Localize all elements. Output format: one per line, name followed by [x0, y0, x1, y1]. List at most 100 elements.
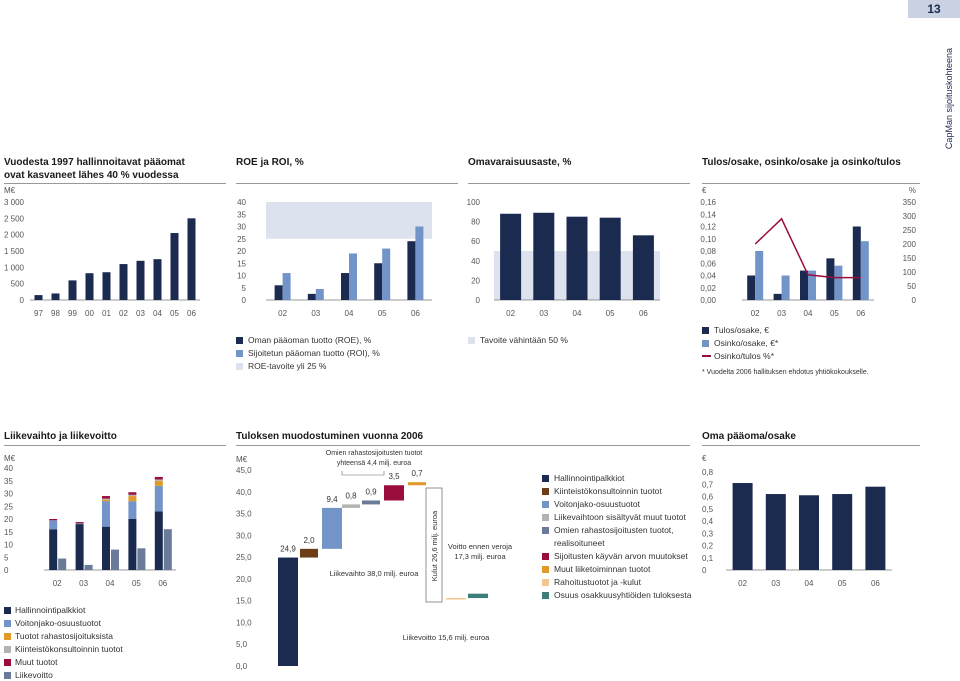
wf-step: [446, 598, 466, 600]
aum-ytick: 0: [20, 296, 25, 305]
roe-bar: [341, 273, 349, 300]
wf-step: [468, 593, 488, 599]
dps-bar: [781, 275, 790, 300]
rule-aum: [4, 183, 226, 184]
wf-ytick: 0,0: [236, 662, 248, 671]
rev-stack-segment: [128, 501, 137, 519]
legend-swatch-rev-5: [4, 672, 11, 679]
legend-swatch-rev-1: [4, 620, 11, 627]
roe-title: ROE ja ROI, %: [236, 157, 304, 168]
payout-line: [754, 217, 861, 279]
wf-ylabel: M€: [236, 455, 248, 464]
rev-xtick: 02: [53, 579, 62, 588]
rev-ytick: 30: [4, 490, 13, 499]
legend-roi: Sijoitetun pääoman tuotto (ROI), %: [248, 348, 380, 358]
eqps-bar: [865, 486, 886, 570]
wf-ytick: 10,0: [236, 618, 252, 627]
waterfall-chart: M€ 0,0 5,0 10,0 15,0 20,0 25,0 30,0 35,0 40,0 45,0…: [236, 450, 513, 671]
eps-xtick: 05: [830, 309, 839, 318]
legend-swatch-eps: [702, 327, 709, 334]
legend-swatch-wf-2: [542, 501, 549, 508]
wf-ytick: 5,0: [236, 640, 248, 649]
eqps-ylabel: €: [702, 454, 707, 463]
eps-right-ytick: 350: [903, 198, 917, 207]
wf-ytick: 35,0: [236, 510, 252, 519]
legend-wf-4b: realisoituneet: [554, 538, 605, 548]
rev-xtick: 03: [79, 579, 88, 588]
eqps-ytick: 0,5: [702, 505, 714, 514]
eps-ytick: 0,02: [700, 284, 716, 293]
aum-ytick: 2 000: [4, 231, 25, 240]
legend-swatch-rev-4: [4, 659, 11, 666]
wf-ann-voitto-2: 17,3 milj. euroa: [454, 552, 506, 561]
legend-swatch-payout: [702, 355, 711, 357]
roe-bar: [307, 293, 316, 300]
aum-bar: [68, 280, 77, 300]
aum-bar: [170, 233, 179, 300]
legend-wf-7: Rahoitustuotot ja -kulut: [554, 577, 641, 587]
aum-ytick: 3 000: [4, 198, 25, 207]
legend-swatch-wf-6: [542, 566, 549, 573]
eps-chart: € %0,000,020,040,060,080,100,120,140,1605…: [700, 186, 917, 318]
legend-eps: Tulos/osake, €: [714, 325, 769, 335]
rev-stack-segment: [128, 496, 137, 502]
wf-ann-omien-1: Omien rahastosijoitusten tuotot: [326, 450, 423, 457]
roe-ytick: 5: [242, 284, 247, 293]
dps-bar: [755, 251, 764, 300]
roe-target-band: [266, 202, 432, 239]
rev-stack-segment: [128, 492, 137, 495]
aum-ytick: 1 500: [4, 247, 25, 256]
eq-xtick: 04: [573, 309, 582, 318]
aum-bar: [119, 264, 128, 300]
rev-ytick: 20: [4, 515, 13, 524]
roe-xtick: 05: [378, 309, 387, 318]
aum-xtick: 06: [187, 309, 196, 318]
aum-xtick: 98: [51, 309, 60, 318]
wf-step: [300, 548, 318, 558]
eps-ytick: 0,10: [700, 235, 716, 244]
roe-xtick: 06: [411, 309, 420, 318]
eqps-xtick: 06: [871, 579, 880, 588]
eps-ytick: 0,14: [700, 210, 716, 219]
legend-wf-5: Sijoitusten käyvän arvon muutokset: [554, 551, 688, 561]
legend-eq-target: Tavoite vähintään 50 %: [480, 335, 568, 345]
rev-ylabel: M€: [4, 454, 16, 463]
roi-bar: [282, 273, 291, 300]
wf-step-label: 0,9: [365, 487, 377, 496]
roi-bar: [382, 248, 391, 300]
legend-rev-2: Tuotot rahastosijoituksista: [15, 631, 113, 641]
eps-right-unit: %: [909, 186, 916, 195]
wf-ytick: 45,0: [236, 466, 252, 475]
wf-kulut-box: [425, 487, 443, 603]
eq-bar: [533, 212, 555, 300]
rev-ytick: 0: [4, 566, 9, 575]
roi-bar: [315, 288, 324, 300]
wf-ann-liikevoitto: Liikevoitto 15,6 milj. euroa: [403, 633, 491, 642]
eq-ytick: 20: [471, 276, 480, 285]
rev-xtick: 06: [158, 579, 167, 588]
eqps-xtick: 05: [838, 579, 847, 588]
aum-bar: [153, 259, 162, 300]
eqps-ytick: 0,3: [702, 529, 714, 538]
rev-stack-segment: [102, 501, 110, 527]
legend-rev-4: Muut tuotot: [15, 657, 58, 667]
wf-ann-liikevaihto: Liikevaihto 38,0 milj. euroa: [330, 569, 420, 578]
roe-ytick: 10: [237, 272, 246, 281]
wf-step-label: 0,7: [411, 469, 423, 478]
aum-xtick: 02: [119, 309, 128, 318]
rev-stack-segment: [102, 498, 110, 500]
roe-ytick: 15: [237, 259, 246, 268]
eps-ytick: 0,06: [700, 259, 716, 268]
eps-bar: [773, 293, 782, 300]
rev-stack-segment: [75, 524, 84, 570]
eqps-ytick: 0,8: [702, 468, 714, 477]
eq-ytick: 0: [476, 296, 481, 305]
eq-xtick: 06: [639, 309, 648, 318]
wf-ytick: 20,0: [236, 575, 252, 584]
rev-stack-segment: [102, 499, 110, 502]
roe-ytick: 20: [237, 247, 246, 256]
eqps-ytick: 0,7: [702, 480, 714, 489]
rev-stack-segment: [154, 485, 163, 512]
aum-bar: [187, 218, 196, 300]
